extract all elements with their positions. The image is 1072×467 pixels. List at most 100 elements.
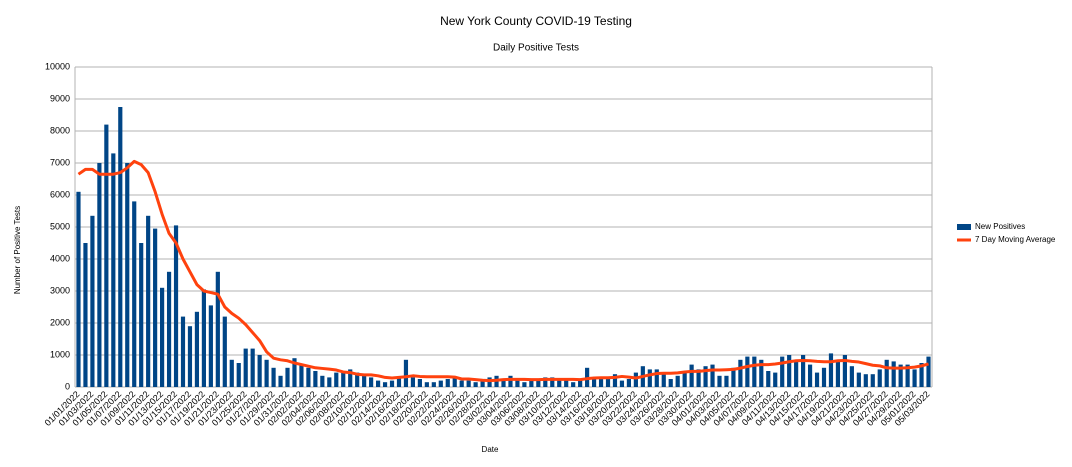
y-tick-label: 7000	[50, 157, 70, 167]
x-axis-label: Date	[482, 445, 499, 454]
bar	[153, 228, 158, 387]
bar	[703, 366, 708, 387]
bar	[842, 355, 847, 387]
bar	[550, 377, 555, 387]
bar	[125, 163, 130, 387]
bar	[661, 374, 666, 387]
bar	[424, 382, 429, 387]
bar	[278, 375, 283, 387]
bar	[919, 363, 924, 387]
bar	[327, 377, 332, 387]
bar	[452, 377, 457, 387]
y-tick-label: 6000	[50, 189, 70, 199]
bar	[884, 359, 889, 387]
bar	[139, 243, 144, 387]
bar	[97, 163, 102, 387]
bar	[766, 371, 771, 387]
bar	[912, 369, 917, 387]
y-tick-label: 1000	[50, 349, 70, 359]
moving-average-line	[77, 159, 929, 383]
bar	[355, 372, 360, 387]
bar	[90, 215, 95, 387]
bar	[299, 364, 304, 387]
bar	[208, 305, 213, 387]
bar	[780, 356, 785, 387]
bar	[731, 367, 736, 387]
bar	[828, 353, 834, 387]
chart-title: New York County COVID-19 Testing	[440, 14, 632, 28]
bar	[215, 271, 220, 387]
bar	[334, 372, 339, 387]
bar	[403, 359, 409, 387]
bar	[863, 374, 868, 387]
bar	[382, 382, 388, 387]
bar	[466, 380, 471, 387]
bar	[724, 375, 729, 387]
bar	[626, 379, 632, 387]
bar	[173, 225, 179, 387]
bar	[362, 374, 367, 387]
bar	[898, 364, 903, 387]
bar	[118, 107, 123, 387]
bar	[710, 364, 715, 387]
bar	[745, 356, 750, 387]
bar	[508, 375, 513, 387]
bar	[591, 377, 597, 387]
bar	[375, 380, 381, 387]
bar	[647, 369, 652, 387]
bar	[417, 379, 422, 387]
bar	[180, 316, 186, 387]
y-tick-label: 8000	[50, 125, 70, 135]
bar	[187, 326, 193, 387]
bar	[515, 380, 520, 387]
bar	[243, 348, 248, 387]
bar	[222, 316, 227, 387]
bar	[926, 356, 931, 387]
bar	[605, 377, 611, 387]
bar	[389, 380, 395, 387]
bar	[654, 369, 659, 387]
bar	[348, 369, 353, 387]
bar	[787, 355, 792, 387]
bar	[285, 367, 290, 387]
bar	[313, 371, 318, 387]
bar	[598, 377, 604, 387]
bar	[807, 364, 813, 387]
bar	[522, 382, 527, 387]
bar	[877, 369, 882, 387]
bar	[431, 382, 436, 387]
bar	[557, 379, 562, 387]
bar	[480, 379, 485, 387]
bar	[306, 367, 311, 387]
bar	[396, 377, 402, 387]
bar	[257, 355, 262, 387]
bar	[801, 355, 806, 387]
bar	[675, 375, 680, 387]
bar	[773, 372, 778, 387]
bar	[146, 215, 151, 387]
bar	[104, 124, 109, 387]
bar	[619, 380, 625, 387]
bar	[341, 372, 346, 387]
bar	[166, 271, 172, 387]
bar	[717, 375, 722, 387]
bar	[111, 153, 116, 387]
bar	[132, 201, 137, 387]
bar	[76, 191, 81, 387]
bar	[543, 377, 548, 387]
legend-swatch	[957, 224, 971, 230]
bar	[160, 287, 165, 387]
y-tick-label: 5000	[50, 221, 70, 231]
bar	[571, 382, 576, 387]
bar	[578, 379, 583, 387]
bar	[905, 364, 910, 387]
bar	[410, 377, 416, 387]
bar	[612, 374, 618, 387]
y-tick-label: 10000	[45, 61, 70, 71]
bar	[759, 359, 764, 387]
y-tick-label: 4000	[50, 253, 70, 263]
bar	[264, 359, 269, 387]
chart-subtitle: Daily Positive Tests	[493, 43, 579, 54]
bar	[738, 359, 743, 387]
